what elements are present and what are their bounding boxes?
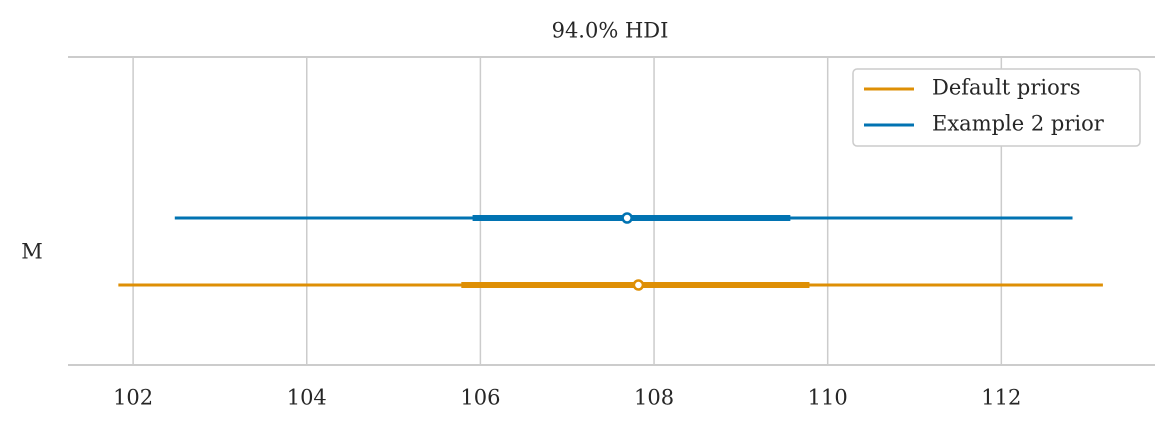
y-tick-label: M: [21, 240, 43, 264]
x-tick-label: 110: [808, 386, 848, 410]
chart-title: 94.0% HDI: [552, 19, 669, 43]
x-tick-label: 106: [460, 386, 500, 410]
x-tick-label: 102: [113, 386, 153, 410]
x-tick-label: 112: [981, 386, 1021, 410]
legend-label: Example 2 prior: [932, 112, 1105, 136]
legend-box: [852, 68, 1141, 147]
x-tick-label: 104: [287, 386, 327, 410]
point-estimate: [621, 212, 633, 224]
legend-label: Default priors: [932, 76, 1081, 100]
point-estimate: [632, 279, 645, 291]
x-tick-label: 108: [634, 386, 674, 410]
legend: Default priors Example 2 prior: [852, 68, 1141, 147]
